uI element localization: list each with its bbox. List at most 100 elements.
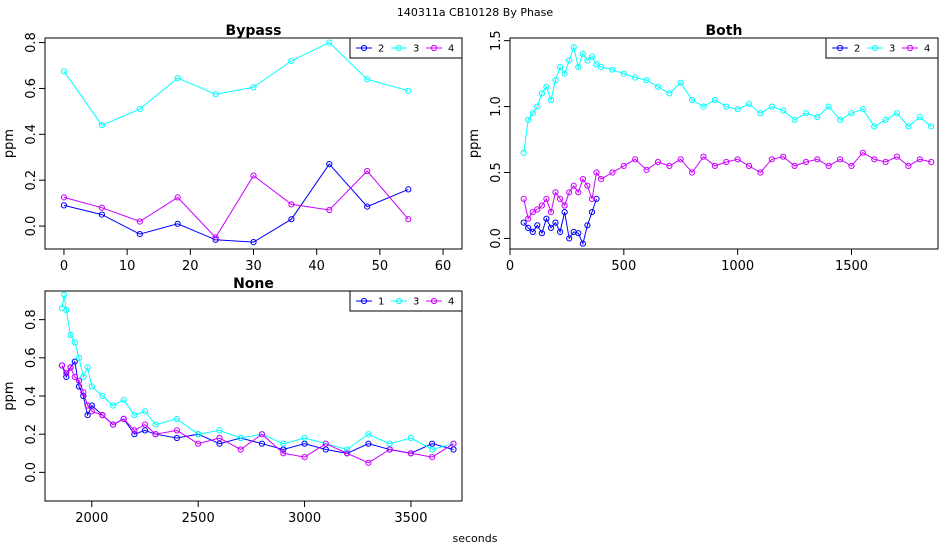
data-point-4 <box>237 446 244 453</box>
data-point-3 <box>734 106 741 113</box>
legend-marker <box>836 44 844 52</box>
y-axis-label: ppm <box>467 129 482 158</box>
data-point-1 <box>280 446 287 453</box>
y-tick-label: 0.6 <box>24 347 39 368</box>
series-line-1 <box>61 360 454 454</box>
data-point-3 <box>301 434 308 442</box>
legend-marker <box>395 44 403 52</box>
legend-label: 4 <box>924 44 930 55</box>
series-line-3 <box>63 41 409 126</box>
data-point-4 <box>584 182 591 189</box>
data-point-2 <box>552 219 559 226</box>
data-point-4 <box>195 440 202 447</box>
data-point-4 <box>654 158 662 166</box>
data-point-3 <box>365 431 372 438</box>
data-point-3 <box>570 44 577 51</box>
data-point-3 <box>780 107 787 114</box>
data-point-4 <box>84 402 91 409</box>
data-point-3 <box>84 364 91 371</box>
data-point-3 <box>131 412 138 419</box>
y-tick-label: 0.2 <box>24 170 39 191</box>
series-line-4 <box>63 170 409 239</box>
legend-marker <box>360 44 368 52</box>
data-point-4 <box>916 156 923 163</box>
data-point-4 <box>734 156 741 163</box>
data-point-2 <box>529 228 536 235</box>
panel-title: Bypass <box>226 23 282 39</box>
data-point-3 <box>700 103 707 110</box>
data-point-4 <box>99 412 106 419</box>
data-point-3 <box>525 116 532 123</box>
legend: 1 3 4 <box>349 290 463 312</box>
data-point-3 <box>893 110 901 117</box>
panel-title: None <box>233 276 274 292</box>
legend-label: 3 <box>413 297 419 308</box>
data-point-2 <box>561 209 568 216</box>
legend-marker <box>395 297 403 305</box>
plot-area <box>60 39 412 246</box>
legend-marker <box>906 44 914 52</box>
data-point-1 <box>71 358 78 365</box>
y-tick-label: 0.5 <box>489 162 504 183</box>
data-point-4 <box>768 156 775 163</box>
data-point-3 <box>584 57 591 64</box>
data-point-2 <box>405 186 412 193</box>
x-tick-label: 3500 <box>394 511 427 526</box>
data-point-4 <box>344 450 351 457</box>
data-point-4 <box>365 459 372 466</box>
data-point-3 <box>326 39 333 46</box>
data-point-4 <box>429 454 436 461</box>
data-point-4 <box>80 389 87 396</box>
panel-both: Both ppm 0 500 1000 1500 0.0 0.5 1.0 1.5 2 3 4 <box>467 23 939 274</box>
data-point-4 <box>557 195 564 202</box>
data-point-1 <box>88 402 95 409</box>
data-point-3 <box>174 75 181 82</box>
legend: 2 3 4 <box>349 37 463 59</box>
data-point-3 <box>552 77 559 84</box>
data-point-4 <box>905 162 912 169</box>
x-tick-label: 30 <box>245 259 262 274</box>
data-point-3 <box>141 408 149 415</box>
data-point-3 <box>195 431 202 438</box>
x-tick-label: 500 <box>611 259 636 274</box>
data-point-1 <box>301 440 308 447</box>
data-point-4 <box>407 450 414 457</box>
y-tick-label: 1.5 <box>489 30 504 51</box>
data-point-3 <box>173 415 180 422</box>
data-point-2 <box>557 228 564 235</box>
data-point-3 <box>88 383 95 390</box>
data-point-4 <box>566 189 573 196</box>
data-point-3 <box>99 392 106 400</box>
data-point-3 <box>152 421 159 428</box>
data-point-4 <box>120 415 127 422</box>
x-tick-label: 1500 <box>835 259 868 274</box>
data-point-4 <box>141 421 149 428</box>
data-point-4 <box>552 189 559 196</box>
data-point-4 <box>258 431 266 438</box>
data-point-4 <box>386 446 393 453</box>
data-point-2 <box>326 161 333 168</box>
plot-frame <box>44 290 463 502</box>
data-point-3 <box>67 331 74 338</box>
data-point-4 <box>543 195 550 202</box>
data-point-3 <box>928 123 935 130</box>
data-point-3 <box>859 106 867 113</box>
data-point-4 <box>666 162 673 169</box>
data-point-4 <box>928 158 935 166</box>
data-point-3 <box>791 116 798 123</box>
data-point-3 <box>364 76 371 83</box>
data-point-4 <box>677 156 684 163</box>
data-point-1 <box>365 440 372 447</box>
data-point-4 <box>110 421 117 428</box>
data-point-3 <box>98 122 106 129</box>
data-point-4 <box>538 202 546 209</box>
data-point-3 <box>557 63 564 71</box>
data-point-4 <box>575 189 582 196</box>
data-point-3 <box>75 354 83 361</box>
data-point-4 <box>216 434 223 442</box>
data-point-4 <box>326 206 333 214</box>
data-point-3 <box>520 149 527 156</box>
data-point-4 <box>405 216 412 223</box>
data-point-2 <box>593 195 600 202</box>
